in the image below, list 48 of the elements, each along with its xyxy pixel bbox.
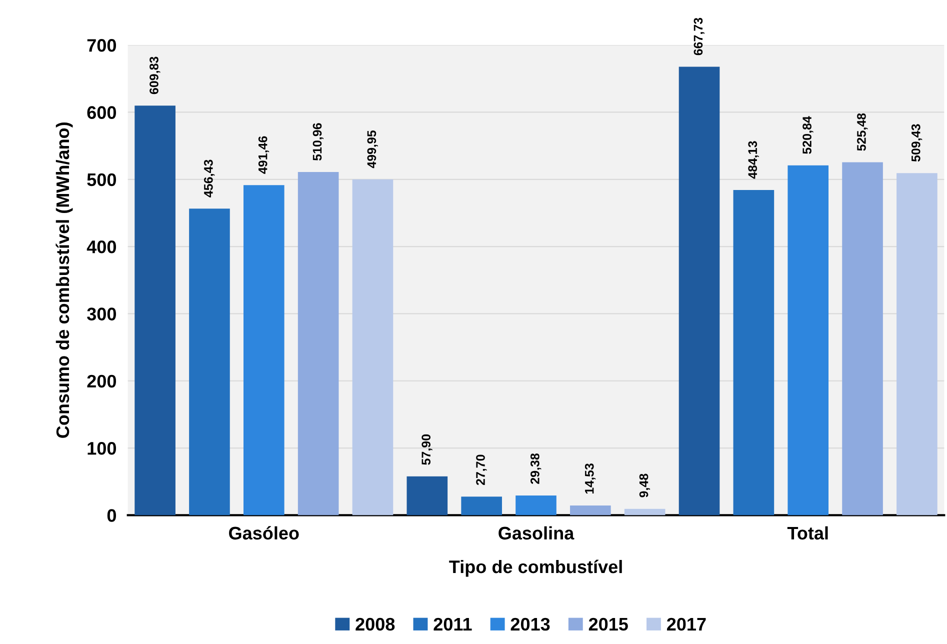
- data-label: 9,48: [639, 474, 650, 498]
- data-label: 484,13: [748, 141, 759, 179]
- x-tick-label: Gasóleo: [229, 526, 299, 540]
- y-tick-label: 0: [107, 509, 116, 522]
- bar: [352, 179, 394, 516]
- data-label: 525,48: [857, 113, 868, 151]
- bar: [624, 508, 666, 516]
- bar: [678, 66, 720, 516]
- data-label: 57,90: [422, 434, 432, 465]
- data-label: 499,95: [367, 130, 378, 168]
- x-tick-label: Gasolina: [498, 526, 574, 540]
- x-tick-label: Total: [787, 526, 828, 540]
- y-tick-label: 100: [88, 442, 116, 455]
- legend-label: 2011: [434, 618, 472, 631]
- y-axis-title: Consumo de combustível (MWh/ano): [56, 122, 73, 438]
- y-tick-label: 400: [86, 240, 116, 254]
- x-axis-title: Tipo de combustível: [449, 560, 622, 577]
- y-tick-label: 500: [87, 173, 116, 186]
- bar: [570, 505, 611, 516]
- bar: [134, 106, 176, 516]
- data-label: 456,43: [204, 160, 215, 198]
- bar: [788, 165, 829, 516]
- data-label: 29,38: [530, 453, 542, 484]
- data-label: 520,84: [802, 116, 814, 154]
- y-tick-label: 700: [87, 39, 116, 52]
- data-label: 609,83: [150, 56, 160, 94]
- data-label: 491,46: [258, 136, 270, 174]
- data-label: 509,43: [911, 124, 922, 162]
- bar: [842, 162, 883, 516]
- bar: [516, 495, 556, 516]
- data-label: 667,73: [694, 18, 704, 56]
- bar: [243, 185, 284, 516]
- y-tick-label: 200: [87, 374, 116, 388]
- y-tick-label: 300: [87, 308, 116, 320]
- bar: [298, 172, 339, 516]
- bar: [733, 190, 774, 516]
- data-label: 510,96: [312, 123, 324, 161]
- data-label: 14,53: [584, 464, 596, 494]
- bar: [189, 208, 230, 516]
- bar: [896, 173, 938, 516]
- legend-label: 2008: [356, 618, 395, 631]
- bar: [461, 496, 502, 516]
- legend-label: 2015: [588, 618, 628, 631]
- y-tick-label: 600: [87, 106, 116, 119]
- legend-label: 2013: [510, 618, 550, 631]
- bar: [406, 476, 448, 516]
- data-label: 27,70: [476, 454, 487, 486]
- legend-label: 2017: [666, 618, 706, 631]
